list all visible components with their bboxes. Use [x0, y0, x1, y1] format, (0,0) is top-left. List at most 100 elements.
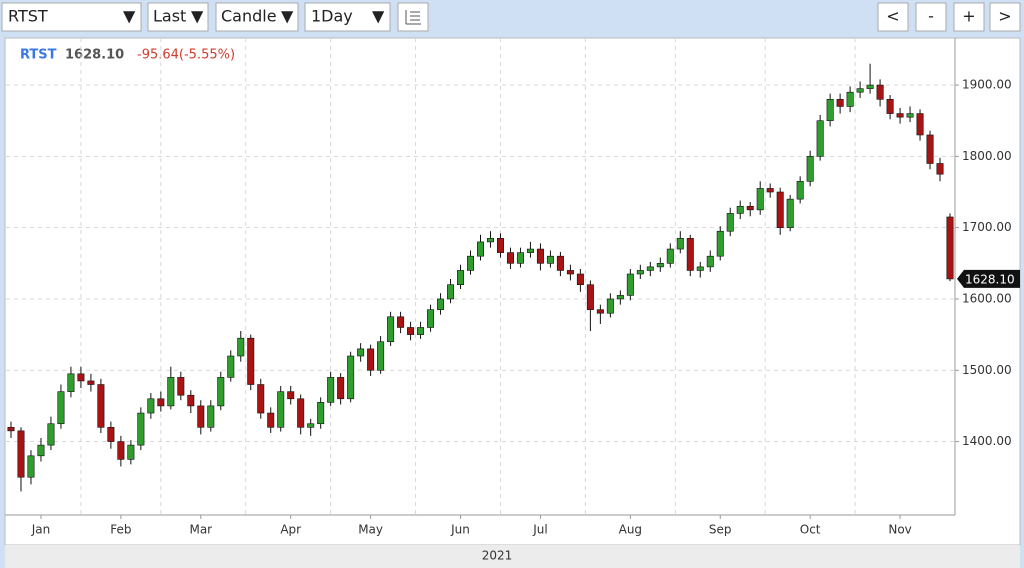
candle-body: [736, 205, 744, 214]
candle-body: [746, 205, 754, 211]
candle-body: [536, 248, 544, 264]
candle-body: [127, 444, 135, 460]
candle-body: [287, 391, 295, 400]
candle-body: [516, 252, 524, 264]
candle-body: [17, 430, 25, 478]
legend-change: -95.64(-5.55%): [137, 48, 235, 63]
candle-body: [477, 241, 484, 257]
candle-body: [107, 427, 115, 442]
candle-body: [117, 441, 125, 460]
candle-body: [257, 384, 265, 414]
nav-button[interactable]: [953, 2, 985, 32]
style-box[interactable]: [215, 2, 299, 32]
x-tick-label: Mar: [189, 523, 212, 537]
settings-button[interactable]: [397, 2, 429, 32]
candle-body: [846, 91, 854, 107]
candle-body: [7, 427, 15, 432]
candle-body: [157, 398, 165, 407]
candle-body: [347, 355, 355, 400]
candle-body: [646, 266, 654, 271]
candle-body: [137, 412, 145, 446]
candle-body: [47, 423, 55, 446]
candle-body: [87, 380, 95, 385]
y-tick-label: 1600.00: [962, 291, 1012, 305]
x-tick-label: May: [358, 523, 383, 537]
nav-button[interactable]: [877, 2, 909, 32]
candle-body: [407, 327, 415, 335]
candle-body: [806, 156, 814, 182]
candle-body: [447, 284, 455, 300]
candle-body: [946, 216, 954, 280]
candle-body: [377, 341, 385, 371]
candle-body: [486, 238, 494, 243]
dropdown-arrow: ▼: [281, 7, 294, 26]
candle-body: [167, 377, 175, 407]
candle-body: [546, 255, 554, 264]
candle-body: [187, 394, 195, 407]
nav-button[interactable]: [915, 2, 947, 32]
candle-body: [197, 405, 205, 428]
x-tick-label: Sep: [709, 523, 732, 537]
y-tick-label: 1800.00: [962, 149, 1012, 163]
candle-body: [876, 84, 884, 100]
candle-body: [666, 248, 674, 264]
chart-style: Candle: [221, 7, 277, 26]
candle-body: [556, 255, 564, 271]
candle-body: [826, 99, 834, 122]
candle-body: [217, 377, 225, 407]
candle-body: [297, 398, 305, 428]
x-axis-label: 2021: [482, 549, 513, 563]
candle-body: [726, 213, 734, 232]
y-tick-label: 1400.00: [962, 434, 1012, 448]
candle-body: [437, 298, 445, 310]
nav-button-label: >: [998, 7, 1011, 26]
candle-body: [207, 405, 215, 428]
x-tick-label: Jul: [532, 523, 547, 537]
candle-body: [496, 238, 504, 253]
candle-body: [866, 84, 874, 89]
legend-last: 1628.10: [65, 48, 124, 63]
y-tick-label: 1700.00: [962, 220, 1012, 234]
candle-body: [397, 316, 405, 328]
nav-button-label: +: [962, 7, 975, 26]
candle-body: [387, 316, 395, 343]
dropdown-arrow: ▼: [191, 7, 204, 26]
x-tick-label: Jun: [450, 523, 470, 537]
price-tag: [957, 269, 1020, 288]
price-field: Last: [153, 7, 186, 26]
x-tick-label: Apr: [280, 523, 301, 537]
candle-body: [77, 373, 85, 382]
candle-body: [676, 238, 684, 250]
price-tag-label: 1628.10: [965, 272, 1015, 286]
candle-body: [177, 377, 185, 396]
candle-body: [626, 273, 634, 296]
candle-body: [696, 266, 704, 271]
candle-body: [816, 120, 824, 157]
candle-body: [786, 198, 794, 228]
candle-body: [936, 163, 944, 175]
candle-body: [357, 348, 365, 357]
dropdown-arrow: ▼: [123, 7, 136, 26]
nav-button[interactable]: [989, 2, 1021, 32]
symbol-box[interactable]: [1, 2, 142, 32]
candle-body: [796, 181, 804, 200]
candle-body: [756, 188, 764, 211]
symbol: RTST: [8, 7, 48, 26]
candle-body: [227, 355, 235, 378]
candle-body: [686, 238, 694, 271]
candle-body: [836, 99, 844, 107]
candle-body: [886, 99, 894, 114]
candle-body: [586, 284, 594, 310]
x-tick-label: Nov: [888, 523, 911, 537]
interval-box[interactable]: [304, 2, 391, 32]
candle-body: [576, 273, 584, 285]
candle-body: [856, 88, 864, 93]
candle-body: [27, 455, 35, 478]
x-tick-label: Oct: [800, 523, 821, 537]
candle-body: [67, 373, 75, 392]
price-field-box[interactable]: [147, 2, 209, 32]
candle-body: [596, 309, 604, 314]
candle-body: [916, 113, 924, 136]
candle-body: [906, 113, 914, 118]
